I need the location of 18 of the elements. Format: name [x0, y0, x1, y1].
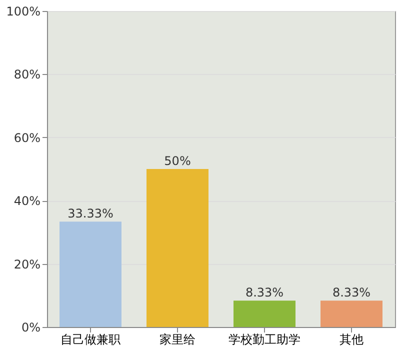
x-tick-label: 学校勤工助学	[228, 332, 300, 346]
data-label: 8.33%	[332, 286, 371, 300]
data-label: 33.33%	[68, 206, 114, 221]
y-tick-label: 20%	[14, 257, 40, 272]
bar	[234, 300, 296, 327]
bar	[320, 300, 382, 327]
data-label: 50%	[164, 154, 191, 168]
x-tick-label: 自己做兼职	[60, 332, 120, 346]
y-tick-label: 60%	[14, 130, 40, 145]
bar	[60, 222, 122, 327]
y-tick-label: 100%	[6, 4, 40, 18]
y-tick-label: 40%	[14, 194, 40, 208]
y-tick-label: 0%	[21, 320, 40, 334]
bar	[146, 169, 208, 327]
x-tick-label: 其他	[340, 332, 364, 346]
y-tick-label: 80%	[14, 68, 40, 82]
x-tick-label: 家里给	[160, 332, 196, 346]
data-label: 8.33%	[245, 286, 284, 300]
